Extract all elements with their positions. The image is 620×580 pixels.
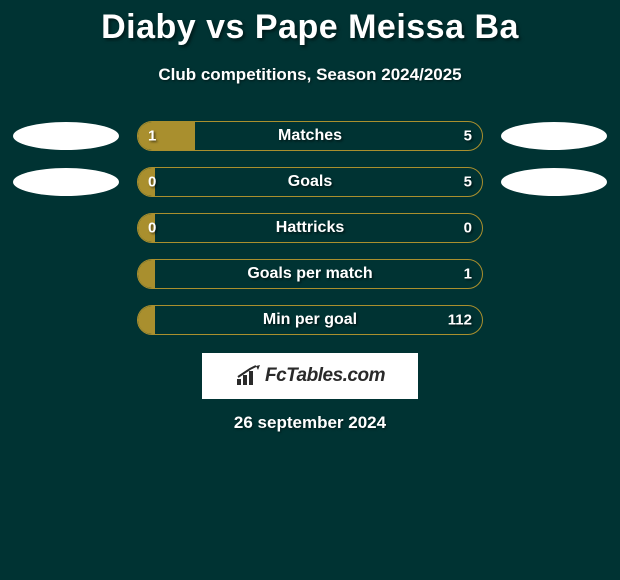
stat-bar-fill <box>138 122 195 150</box>
stat-value-right: 0 <box>464 220 472 237</box>
date-line: 26 september 2024 <box>0 413 620 433</box>
logo-box: FcTables.com <box>202 353 418 399</box>
stat-bar: Goals per match 1 <box>137 259 483 289</box>
stat-label: Min per goal <box>263 311 357 329</box>
stat-bar-fill <box>138 260 155 288</box>
stat-row: Min per goal 112 <box>0 305 620 335</box>
stat-bar: 0 Hattricks 0 <box>137 213 483 243</box>
player-badge-right <box>501 168 607 196</box>
stat-row: 0 Hattricks 0 <box>0 213 620 243</box>
chart-icon <box>235 365 261 387</box>
stat-value-right: 112 <box>448 312 472 329</box>
player-badge-left <box>13 168 119 196</box>
stat-value-left: 1 <box>148 128 156 145</box>
stats-area: 1 Matches 5 0 Goals 5 0 Hattricks 0 Goals per mat… <box>0 121 620 335</box>
stat-value-right: 5 <box>464 174 472 191</box>
stat-bar: 0 Goals 5 <box>137 167 483 197</box>
stat-bar: Min per goal 112 <box>137 305 483 335</box>
stat-bar-fill <box>138 306 155 334</box>
stat-value-right: 1 <box>464 266 472 283</box>
stat-value-right: 5 <box>464 128 472 145</box>
player-badge-left <box>13 122 119 150</box>
stat-row: Goals per match 1 <box>0 259 620 289</box>
stat-value-left: 0 <box>148 220 156 237</box>
stat-label: Hattricks <box>276 219 344 237</box>
stat-label: Matches <box>278 127 342 145</box>
player-badge-right <box>501 122 607 150</box>
stat-bar: 1 Matches 5 <box>137 121 483 151</box>
stat-row: 1 Matches 5 <box>0 121 620 151</box>
stat-row: 0 Goals 5 <box>0 167 620 197</box>
page-title: Diaby vs Pape Meissa Ba <box>0 8 620 47</box>
comparison-card: Diaby vs Pape Meissa Ba Club competition… <box>0 0 620 433</box>
stat-value-left: 0 <box>148 174 156 191</box>
logo-text: FcTables.com <box>265 365 385 387</box>
stat-label: Goals per match <box>247 265 372 283</box>
stat-label: Goals <box>288 173 332 191</box>
page-subtitle: Club competitions, Season 2024/2025 <box>0 65 620 85</box>
